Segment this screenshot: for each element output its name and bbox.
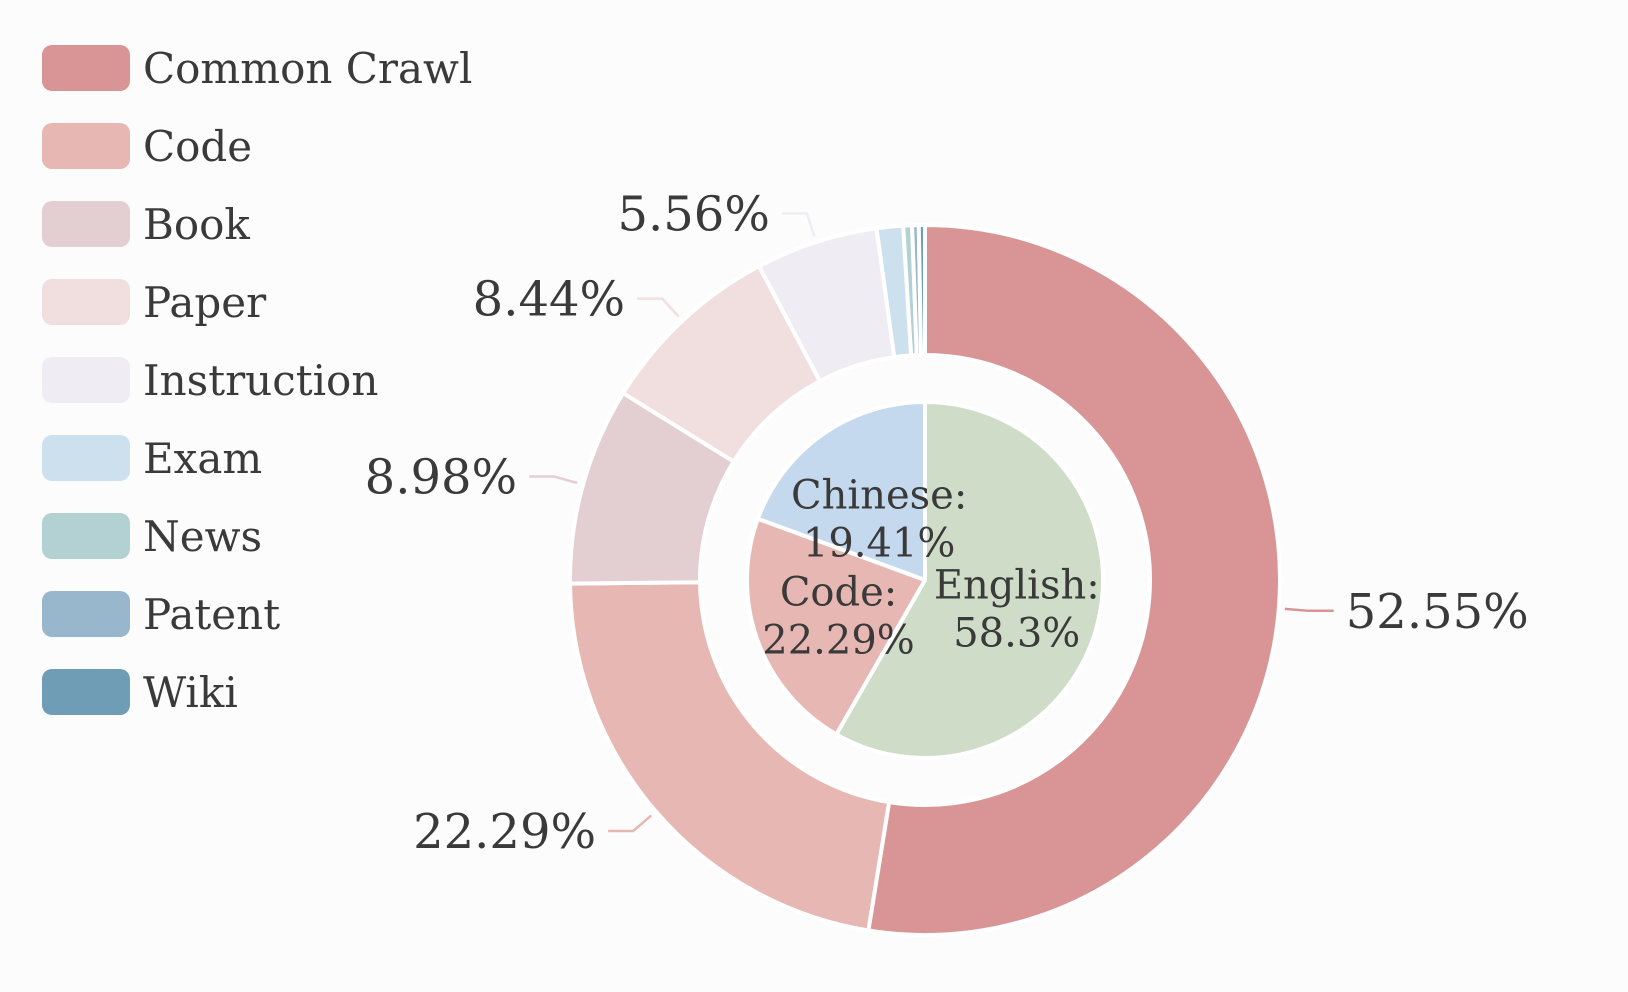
legend-swatch-exam	[42, 435, 130, 481]
leader-line-code	[608, 814, 653, 833]
inner-label-chinese: Chinese: 19.41%	[791, 472, 967, 566]
legend-swatch-instruction	[42, 357, 130, 403]
leader-line-common-crawl	[1284, 607, 1334, 613]
data-label-common-crawl: 52.55%	[1346, 584, 1529, 640]
legend-label-paper: Paper	[143, 278, 267, 327]
inner-slice-code	[745, 516, 927, 737]
data-label-book: 8.98%	[365, 450, 517, 506]
outer-data-labels: 52.55% 22.29% 8.98% 8.44% 5.56%	[365, 187, 1529, 861]
legend-swatch-common-crawl	[42, 45, 130, 91]
legend-label-news: News	[143, 512, 262, 561]
outer-ring	[568, 223, 1282, 937]
inner-slice-chinese	[755, 400, 927, 582]
legend-swatch-news	[42, 513, 130, 559]
leader-line-book	[529, 475, 578, 485]
legend-label-code: Code	[143, 122, 252, 171]
legend-swatch-patent	[42, 591, 130, 637]
inner-slice-english	[834, 400, 1105, 760]
legend: Common Crawl Code Book Paper Instruction Exam…	[42, 44, 472, 717]
data-label-code: 22.29%	[413, 804, 596, 860]
leader-line-instruction	[781, 212, 816, 237]
legend-swatch-wiki	[42, 669, 130, 715]
legend-label-exam: Exam	[143, 434, 262, 483]
legend-label-common-crawl: Common Crawl	[143, 44, 472, 93]
legend-label-patent: Patent	[143, 590, 280, 639]
inner-label-english: English: 58.3%	[934, 562, 1100, 656]
outer-slice-wiki	[916, 223, 927, 358]
legend-label-instruction: Instruction	[143, 356, 378, 405]
inner-label-code: Code: 22.29%	[762, 569, 915, 663]
legend-swatch-paper	[42, 279, 130, 325]
legend-label-book: Book	[143, 200, 250, 249]
legend-label-wiki: Wiki	[143, 668, 238, 717]
data-label-instruction: 5.56%	[617, 187, 769, 243]
inner-data-labels: English: 58.3%Code: 22.29%Chinese: 19.41%	[762, 472, 1099, 663]
leader-line-paper	[637, 297, 680, 318]
outer-slice-code	[568, 580, 892, 933]
data-label-paper: 8.44%	[473, 272, 625, 328]
legend-swatch-book	[42, 201, 130, 247]
outer-slice-common-crawl	[866, 223, 1282, 937]
inner-pie	[745, 400, 1105, 760]
legend-swatch-code	[42, 123, 130, 169]
